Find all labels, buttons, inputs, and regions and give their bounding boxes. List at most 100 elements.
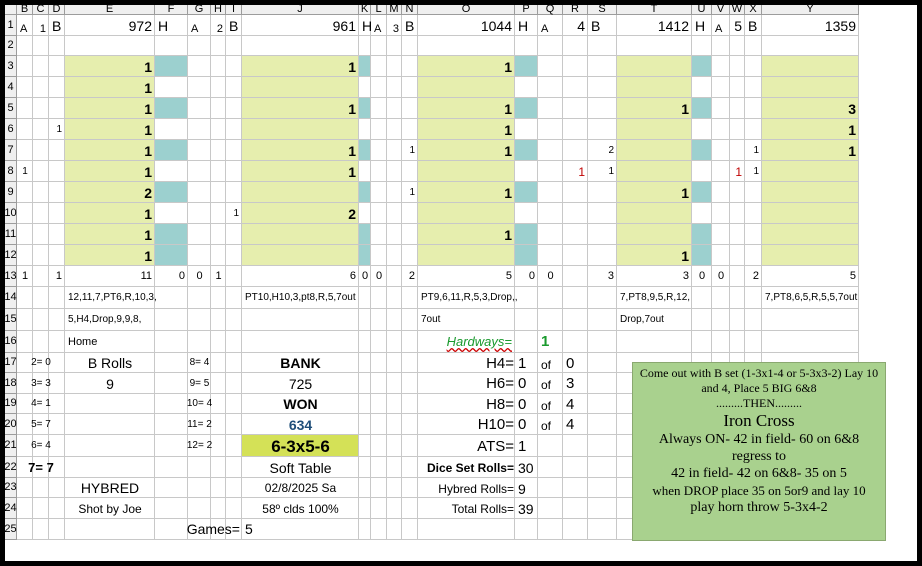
cell[interactable]: [730, 203, 745, 224]
cell[interactable]: [155, 36, 188, 56]
cell[interactable]: [33, 140, 49, 161]
cell[interactable]: [188, 435, 211, 457]
cell[interactable]: [371, 161, 387, 182]
cell[interactable]: [33, 77, 49, 98]
cell[interactable]: [762, 140, 859, 161]
cell[interactable]: [371, 373, 387, 394]
cell[interactable]: [387, 435, 402, 457]
cell[interactable]: [211, 224, 226, 245]
cell[interactable]: [563, 182, 588, 203]
cell[interactable]: [745, 140, 762, 161]
cell[interactable]: [418, 414, 515, 435]
cell[interactable]: [211, 457, 226, 478]
cell[interactable]: [155, 478, 188, 498]
cell[interactable]: [17, 77, 33, 98]
cell[interactable]: [65, 15, 155, 36]
cell[interactable]: [359, 266, 371, 287]
cell[interactable]: [402, 519, 418, 540]
cell[interactable]: [155, 309, 188, 331]
cell[interactable]: [226, 394, 242, 414]
cell[interactable]: [563, 287, 588, 309]
cell[interactable]: [17, 414, 33, 435]
cell[interactable]: [65, 435, 155, 457]
cell[interactable]: [418, 478, 515, 498]
cell[interactable]: [402, 119, 418, 140]
cell[interactable]: [387, 56, 402, 77]
cell[interactable]: [65, 478, 155, 498]
cell[interactable]: [692, 36, 712, 56]
cell[interactable]: [402, 457, 418, 478]
cell[interactable]: [402, 353, 418, 373]
cell[interactable]: [538, 394, 563, 414]
cell[interactable]: [188, 394, 211, 414]
cell[interactable]: [418, 287, 515, 309]
cell[interactable]: [730, 56, 745, 77]
cell[interactable]: [538, 519, 563, 540]
cell[interactable]: [418, 245, 515, 266]
cell[interactable]: [188, 77, 211, 98]
cell[interactable]: [762, 77, 859, 98]
cell[interactable]: [563, 353, 588, 373]
cell[interactable]: [692, 119, 712, 140]
cell[interactable]: [387, 224, 402, 245]
cell[interactable]: [371, 353, 387, 373]
cell[interactable]: [155, 373, 188, 394]
cell[interactable]: [538, 119, 563, 140]
cell[interactable]: [371, 98, 387, 119]
cell[interactable]: [226, 15, 242, 36]
cell[interactable]: [65, 331, 155, 353]
cell[interactable]: [211, 353, 226, 373]
cell[interactable]: [371, 77, 387, 98]
cell[interactable]: [65, 161, 155, 182]
cell[interactable]: [188, 98, 211, 119]
cell[interactable]: [538, 414, 563, 435]
cell[interactable]: [155, 498, 188, 519]
cell[interactable]: [359, 119, 371, 140]
cell[interactable]: [538, 245, 563, 266]
cell[interactable]: [730, 77, 745, 98]
cell[interactable]: [418, 224, 515, 245]
cell[interactable]: [538, 36, 563, 56]
cell[interactable]: [387, 182, 402, 203]
cell[interactable]: [745, 77, 762, 98]
cell[interactable]: [371, 478, 387, 498]
cell[interactable]: [515, 203, 538, 224]
cell[interactable]: [242, 478, 359, 498]
cell[interactable]: [563, 161, 588, 182]
cell[interactable]: [563, 435, 588, 457]
cell[interactable]: [730, 331, 745, 353]
cell[interactable]: [588, 203, 617, 224]
cell[interactable]: [515, 498, 538, 519]
cell[interactable]: [211, 15, 226, 36]
cell[interactable]: [359, 478, 371, 498]
cell[interactable]: [418, 457, 515, 478]
cell[interactable]: [65, 266, 155, 287]
column-header-y[interactable]: Y: [762, 5, 859, 15]
row-header-22[interactable]: 22: [5, 457, 17, 478]
cell[interactable]: [730, 161, 745, 182]
cell[interactable]: [33, 182, 49, 203]
cell[interactable]: [588, 182, 617, 203]
cell[interactable]: [692, 77, 712, 98]
cell[interactable]: [211, 331, 226, 353]
cell[interactable]: [387, 36, 402, 56]
cell[interactable]: [33, 519, 49, 540]
row-header-8[interactable]: 8: [5, 161, 17, 182]
column-header-e[interactable]: E: [65, 5, 155, 15]
row-header-16[interactable]: 16: [5, 331, 17, 353]
cell[interactable]: [226, 353, 242, 373]
cell[interactable]: [371, 457, 387, 478]
cell[interactable]: [49, 373, 65, 394]
cell[interactable]: [515, 414, 538, 435]
cell[interactable]: [515, 394, 538, 414]
cell[interactable]: [359, 309, 371, 331]
cell[interactable]: [418, 309, 515, 331]
column-header-d[interactable]: D: [49, 5, 65, 15]
cell[interactable]: [563, 519, 588, 540]
cell[interactable]: [387, 331, 402, 353]
cell[interactable]: [226, 140, 242, 161]
cell[interactable]: [242, 203, 359, 224]
cell[interactable]: [418, 394, 515, 414]
cell[interactable]: [402, 373, 418, 394]
cell[interactable]: [49, 309, 65, 331]
